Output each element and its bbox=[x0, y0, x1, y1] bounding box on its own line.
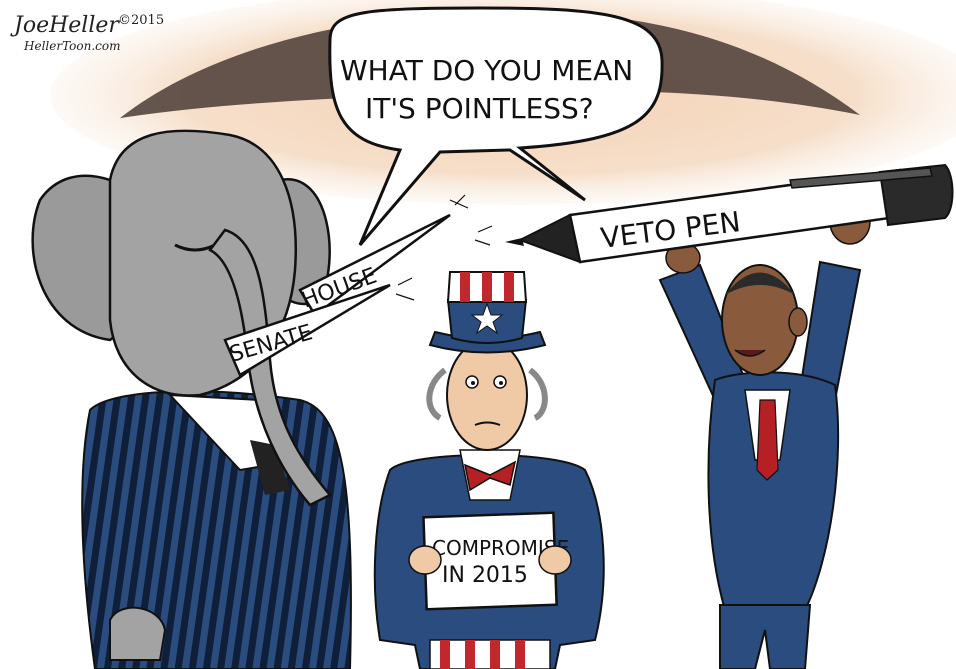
pen-clip bbox=[789, 167, 933, 189]
uncle-sam-bowtie bbox=[463, 460, 517, 492]
sign-line-2: IN 2015 bbox=[442, 563, 528, 588]
pen-tip bbox=[517, 213, 582, 264]
upper-tusk bbox=[298, 213, 451, 317]
lower-tusk bbox=[223, 283, 391, 377]
signature-year: ©2015 bbox=[118, 13, 164, 28]
president-tie bbox=[756, 399, 779, 481]
signature-site: HellerToon.com bbox=[23, 39, 120, 53]
star-icon bbox=[470, 302, 504, 335]
president-figure bbox=[658, 199, 871, 669]
pen-point bbox=[505, 238, 524, 246]
elephant-trunk bbox=[208, 228, 332, 507]
artist-signature: JoeHeller ©2015 HellerToon.com bbox=[10, 13, 164, 53]
uncle-sam-mouth bbox=[474, 421, 501, 426]
uncle-sam-pants bbox=[429, 639, 551, 669]
president-legs bbox=[719, 604, 812, 669]
uncle-sam-head bbox=[446, 339, 528, 451]
president-mouth bbox=[734, 349, 766, 357]
uncle-sam-left-hand bbox=[408, 545, 442, 575]
bubble-line-2: IT'S POINTLESS? bbox=[365, 92, 594, 125]
uncle-sam-right-hand bbox=[538, 545, 572, 575]
elephant-figure: HOUSE SENATE bbox=[31, 129, 451, 669]
compromise-sign: COMPROMISE IN 2015 bbox=[422, 511, 569, 611]
speech-bubble: WHAT DO YOU MEAN IT'S POINTLESS? bbox=[328, 6, 664, 246]
uncle-sam-figure: COMPROMISE IN 2015 bbox=[373, 271, 605, 669]
uncle-sam-hair bbox=[426, 367, 548, 421]
president-ear bbox=[788, 307, 808, 337]
elephant-hand bbox=[109, 606, 167, 661]
bubble-line-1: WHAT DO YOU MEAN bbox=[340, 54, 633, 87]
president-hair bbox=[725, 272, 795, 295]
pen-cap bbox=[878, 163, 954, 227]
sparkle-icon bbox=[395, 194, 493, 301]
signature-name: JoeHeller bbox=[10, 13, 120, 38]
elephant-tie bbox=[250, 440, 290, 495]
president-suit bbox=[707, 371, 840, 611]
